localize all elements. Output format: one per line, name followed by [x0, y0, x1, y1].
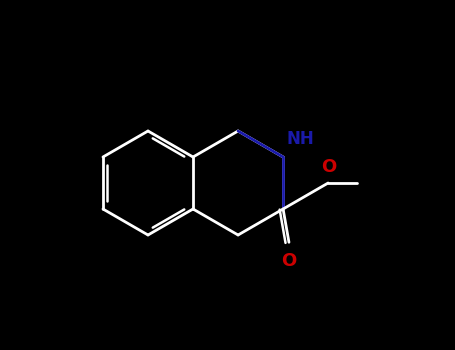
Text: O: O — [281, 252, 297, 270]
Text: O: O — [322, 158, 337, 176]
Text: NH: NH — [286, 130, 314, 148]
